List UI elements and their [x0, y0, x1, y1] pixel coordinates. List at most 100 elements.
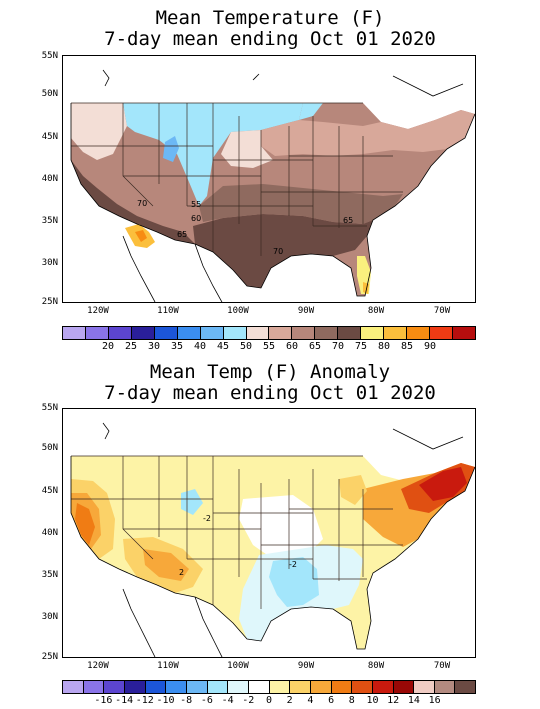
bottom-colorbar-swatch [331, 681, 353, 693]
coastlines [70, 69, 475, 302]
top-colorbar-label: 25 [124, 341, 138, 352]
coastlines [70, 422, 475, 657]
top-colorbar-label: 90 [423, 341, 437, 352]
top-lat-label: 55N [41, 51, 58, 61]
bottom-colorbar-swatch [145, 681, 167, 693]
top-colorbar-swatch [315, 327, 339, 339]
top-colorbar-swatch [108, 327, 132, 339]
top-colorbar-labels: 20 25 30 35 40 45 50 55 60 65 70 75 80 85 90 [62, 341, 476, 353]
state-boundaries [71, 455, 403, 609]
bottom-colorbar-label: 0 [265, 695, 273, 706]
coldest-spot-montana [163, 136, 179, 162]
top-lon-label: 70W [433, 306, 451, 316]
bottom-colorbar-swatch [104, 681, 125, 693]
top-contour-label: 55 [191, 200, 201, 209]
bottom-colorbar-label: -16 [94, 695, 113, 706]
bottom-colorbar-labels: -16 -14 -12 -10 -8 -6 -4 -2 0 2 4 6 8 10 12 14 16 [62, 695, 476, 707]
top-map-canvas: 70 55 60 65 65 70 [70, 69, 475, 302]
bottom-colorbar-swatch [290, 681, 311, 693]
bottom-colorbar-swatch [83, 681, 105, 693]
warm-region-south-plains [193, 214, 373, 288]
top-colorbar-label: 80 [377, 341, 391, 352]
top-colorbar-label: 75 [354, 341, 368, 352]
bottom-contour-label: 2 [179, 568, 184, 577]
top-contour-label: 60 [191, 214, 201, 223]
top-colorbar-label: 30 [147, 341, 161, 352]
bottom-colorbar-label: 8 [348, 695, 355, 706]
bottom-colorbar-label: -14 [115, 695, 134, 706]
bottom-lon-label: 110W [157, 661, 179, 671]
top-lat-label: 50N [41, 89, 58, 99]
top-lat-label: 35N [41, 216, 58, 226]
bottom-colorbar-label: -2 [242, 695, 255, 706]
cool-region-upper-midwest [261, 110, 475, 156]
bottom-lon-label: 80W [367, 661, 385, 671]
top-lon-label: 120W [87, 306, 109, 316]
bottom-colorbar-label: 10 [366, 695, 379, 706]
bottom-colorbar-label: 2 [286, 695, 293, 706]
top-lat-label: 45N [41, 132, 58, 142]
top-colorbar-label: 65 [308, 341, 322, 352]
top-colorbar-label: 45 [216, 341, 230, 352]
top-colorbar-swatch [223, 327, 247, 339]
top-colorbar-swatch [407, 327, 430, 339]
neutral-region-central [239, 495, 323, 559]
warmest-region-new-england [419, 467, 467, 501]
bottom-colorbar-swatch [63, 681, 84, 693]
warmest-region-california [75, 503, 95, 545]
cooler-region-arklatex [269, 557, 319, 607]
bottom-lat-label: 30N [41, 612, 58, 622]
top-colorbar-swatch [269, 327, 293, 339]
bottom-lat-label: 55N [41, 403, 58, 413]
top-colorbar [62, 326, 476, 340]
top-colorbar-label: 20 [101, 341, 115, 352]
bottom-colorbar-swatch [166, 681, 187, 693]
top-colorbar-label: 40 [193, 341, 207, 352]
top-map-title-line1: Mean Temperature (F) [155, 7, 385, 29]
bottom-colorbar-label: 4 [307, 695, 314, 706]
bottom-map-title-line2: 7-day mean ending Oct 01 2020 [104, 382, 436, 404]
top-colorbar-label: 55 [262, 341, 276, 352]
top-colorbar-swatch [246, 327, 270, 339]
top-map-title: Mean Temperature (F) 7-day mean ending O… [0, 8, 540, 50]
top-contour-label: 70 [137, 199, 147, 208]
bottom-colorbar-label: 16 [428, 695, 441, 706]
top-map: 70 55 60 65 65 70 [62, 55, 476, 303]
bottom-colorbar-swatch [455, 681, 476, 693]
top-colorbar-swatch [63, 327, 86, 339]
top-colorbar-label: 60 [285, 341, 299, 352]
bottom-map-title: Mean Temp (F) Anomaly 7-day mean ending … [0, 362, 540, 404]
bottom-lon-label: 70W [433, 661, 451, 671]
top-contour-label: 65 [343, 216, 353, 225]
bottom-colorbar-swatch [186, 681, 208, 693]
top-contour-label: 70 [273, 247, 283, 256]
bottom-colorbar-swatch [248, 681, 270, 693]
bottom-colorbar-swatch [372, 681, 394, 693]
top-lon-label: 90W [297, 306, 315, 316]
warm-spot-great-lakes [339, 475, 367, 505]
bottom-colorbar-label: -4 [221, 695, 234, 706]
bottom-colorbar-label: -12 [135, 695, 154, 706]
bottom-colorbar-swatch [207, 681, 229, 693]
top-lon-label: 100W [227, 306, 249, 316]
bottom-colorbar [62, 680, 476, 694]
top-colorbar-swatch [361, 327, 385, 339]
top-colorbar-swatch [154, 327, 178, 339]
bottom-lon-label: 100W [227, 661, 249, 671]
bottom-colorbar-label: 12 [387, 695, 400, 706]
bottom-colorbar-swatch [310, 681, 332, 693]
mild-region-central [199, 184, 403, 224]
bottom-contour-label: -2 [203, 514, 211, 523]
bottom-map-canvas: 2 -2 -2 [70, 422, 475, 657]
bottom-lat-label: 25N [41, 652, 58, 662]
bottom-colorbar-swatch [124, 681, 146, 693]
top-lat-label: 30N [41, 258, 58, 268]
bottom-lon-label: 90W [297, 661, 315, 671]
top-colorbar-swatch [131, 327, 155, 339]
bottom-lon-label: 120W [87, 661, 109, 671]
top-colorbar-swatch [85, 327, 109, 339]
top-colorbar-label: 50 [239, 341, 253, 352]
top-colorbar-swatch [430, 327, 453, 339]
top-colorbar-swatch [177, 327, 201, 339]
bottom-colorbar-swatch [228, 681, 249, 693]
